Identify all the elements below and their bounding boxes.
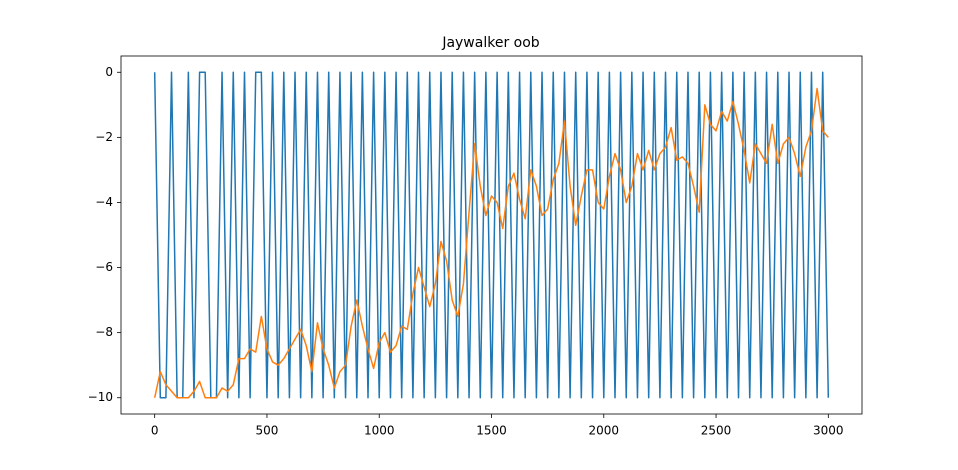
line-series <box>153 87 829 399</box>
y-tick-label: −10 <box>88 390 113 404</box>
chart-title: Jaywalker oob <box>441 35 539 51</box>
line-series <box>153 71 830 399</box>
y-tick-label: −2 <box>95 130 113 144</box>
y-tick-label: 0 <box>105 65 113 79</box>
x-tick-label: 2000 <box>588 424 619 438</box>
y-tick-label: −6 <box>95 260 113 274</box>
y-tick-label: −4 <box>95 195 113 209</box>
x-tick-label: 1000 <box>364 424 395 438</box>
x-tick-label: 500 <box>256 424 279 438</box>
y-tick-label: −8 <box>95 325 113 339</box>
x-tick-label: 0 <box>151 424 159 438</box>
x-tick-label: 1500 <box>476 424 507 438</box>
x-tick-label: 2500 <box>701 424 732 438</box>
x-tick-label: 3000 <box>813 424 844 438</box>
